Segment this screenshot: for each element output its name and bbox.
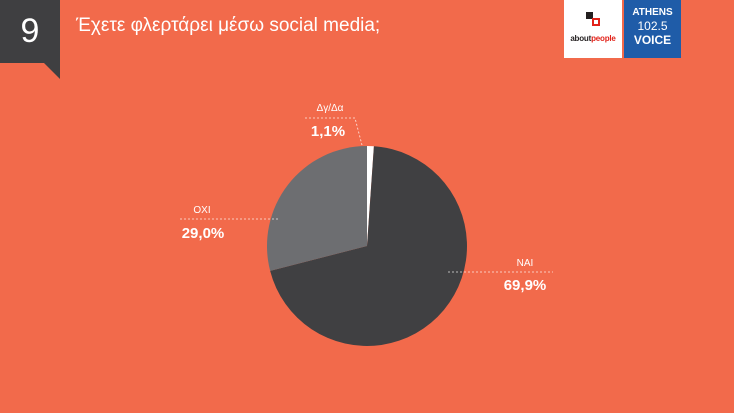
slice-value-dkna: 1,1% bbox=[311, 123, 345, 140]
slide-number: 9 bbox=[0, 0, 60, 63]
page-title: Έχετε φλερτάρει μέσω social media; bbox=[76, 15, 381, 36]
pie-slice-2 bbox=[267, 146, 367, 271]
athens-voice-line2: 102.5 bbox=[637, 19, 668, 33]
leader-line-dkna bbox=[305, 117, 363, 146]
aboutpeople-suffix: people bbox=[591, 34, 616, 43]
pie-slice-0 bbox=[367, 146, 374, 246]
slice-value-oxi: 29,0% bbox=[182, 225, 225, 242]
athens-voice-logo: ATHENS 102.5 VOICE bbox=[624, 0, 681, 58]
athens-voice-line3: VOICE bbox=[633, 33, 672, 47]
aboutpeople-wordmark: aboutpeople bbox=[564, 34, 622, 43]
slice-label-oxi: ΟΧΙ bbox=[193, 205, 210, 216]
pie-slice-1 bbox=[270, 146, 467, 347]
slice-label-nai: ΝΑΙ bbox=[517, 258, 534, 269]
slice-label-dkna: Δγ/Δα bbox=[317, 103, 344, 114]
slice-value-nai: 69,9% bbox=[504, 277, 547, 294]
aboutpeople-mark-icon bbox=[586, 12, 600, 26]
pie-slices bbox=[267, 146, 467, 347]
aboutpeople-prefix: about bbox=[570, 34, 592, 43]
athens-voice-line1: ATHENS bbox=[632, 7, 673, 18]
slide-number-tab bbox=[44, 63, 60, 79]
aboutpeople-logo: aboutpeople bbox=[564, 0, 622, 58]
